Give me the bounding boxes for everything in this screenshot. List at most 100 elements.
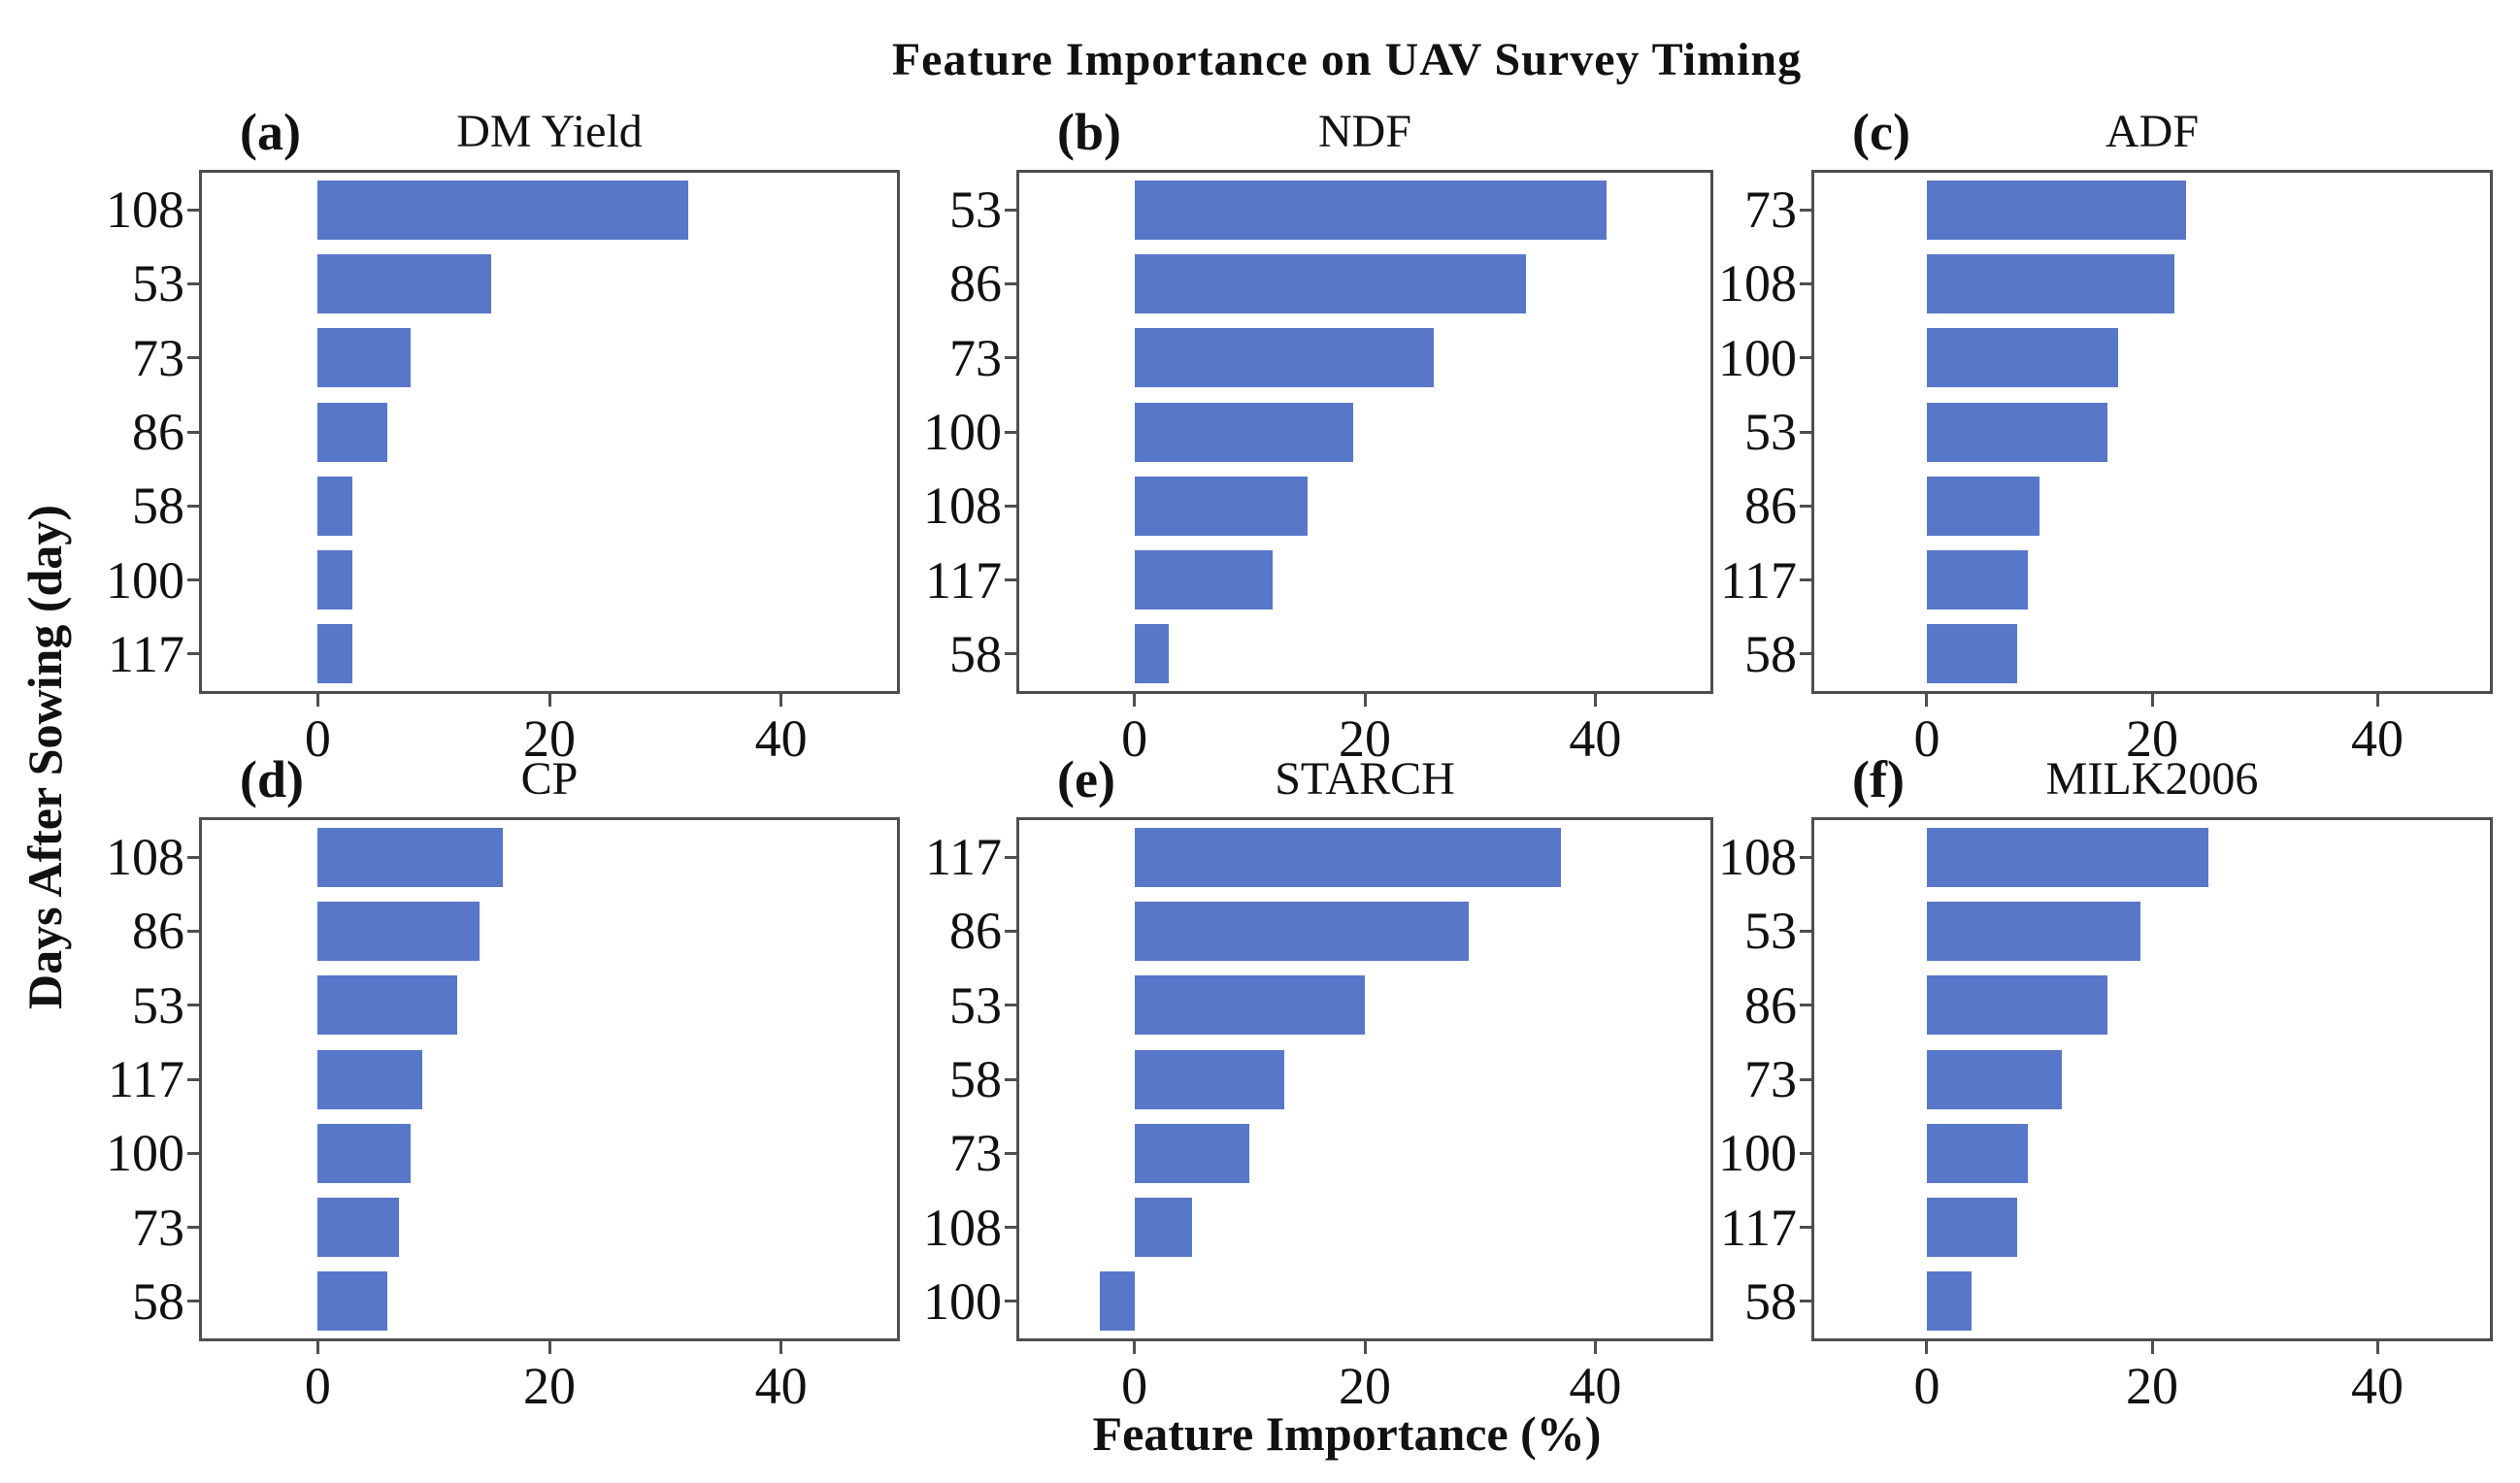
ytick-label: 108 <box>106 181 184 240</box>
ytick-label: 58 <box>949 1050 1002 1108</box>
ytick-mark <box>1005 504 1016 508</box>
subplot-e: STARCH (e) 117 86 53 58 73 108 100 0 20 40 <box>923 750 1713 1412</box>
bar-dm-yield-73 <box>317 328 411 388</box>
subplot-header: STARCH (e) <box>1016 750 1713 813</box>
bar-starch-86 <box>1134 901 1469 961</box>
ytick-label: 117 <box>925 550 1002 610</box>
ytick-mark <box>187 929 199 933</box>
ytick-mark <box>1005 1004 1016 1007</box>
xtick-mark <box>315 1341 319 1354</box>
xtick-label: 20 <box>2126 709 2178 768</box>
ytick-label: 100 <box>923 1271 1002 1331</box>
bar-milk2006-86 <box>1927 975 2107 1036</box>
ytick-mark <box>1800 578 1811 582</box>
ytick-label: 53 <box>1744 902 1797 961</box>
bar-adf-58 <box>1927 624 2017 684</box>
xtick-label: 20 <box>523 1357 576 1415</box>
bar-cp-100 <box>317 1123 411 1183</box>
xtick-label: 0 <box>1121 1357 1148 1415</box>
plot-area: 53 86 73 100 108 117 58 0 20 40 <box>923 170 1713 765</box>
xtick-mark <box>547 694 551 707</box>
bar-dm-yield-108 <box>317 180 689 240</box>
ytick-mark <box>187 578 199 582</box>
ytick-label: 117 <box>1720 550 1797 610</box>
bar-milk2006-117 <box>1927 1198 2017 1258</box>
bar-milk2006-58 <box>1927 1271 1973 1332</box>
subplot-header: DM Yield (a) <box>199 103 900 166</box>
ytick-mark <box>1005 1151 1016 1155</box>
subplot-d: CP (d) 108 86 53 117 100 73 58 0 20 40 <box>106 750 900 1412</box>
xtick-label: 0 <box>304 1357 331 1415</box>
ytick-label: 117 <box>1720 1198 1797 1257</box>
xtick-mark <box>2375 1341 2379 1354</box>
bar-cp-58 <box>317 1271 387 1332</box>
xtick-label: 0 <box>1913 1357 1940 1415</box>
bar-ndf-117 <box>1134 550 1274 610</box>
ytick-mark <box>187 504 199 508</box>
ytick-label: 53 <box>949 975 1002 1035</box>
xtick-mark <box>1133 1341 1137 1354</box>
ytick-mark <box>1800 1300 1811 1303</box>
ytick-mark <box>187 1300 199 1303</box>
ytick-mark <box>1800 504 1811 508</box>
ytick-label: 53 <box>1744 403 1797 461</box>
ytick-mark <box>1800 208 1811 212</box>
ytick-label: 117 <box>925 828 1002 887</box>
subplot-title: STARCH <box>1275 753 1455 805</box>
bar-cp-53 <box>317 975 457 1036</box>
xtick-mark <box>1925 1341 1929 1354</box>
subplot-title: ADF <box>2105 106 2200 157</box>
xtick-label: 20 <box>1339 709 1391 768</box>
ytick-mark <box>187 855 199 859</box>
xtick-label: 40 <box>754 709 808 768</box>
panel-label: (d) <box>240 750 304 808</box>
ytick-mark <box>187 1077 199 1081</box>
xtick-label: 0 <box>1121 709 1148 768</box>
ytick-label: 58 <box>1744 1271 1797 1331</box>
xtick-mark <box>2375 694 2379 707</box>
bar-adf-53 <box>1927 402 2107 462</box>
ytick-mark <box>1800 356 1811 360</box>
y-axis-label: Days After Sowing (day) <box>17 505 72 1009</box>
xtick-label: 0 <box>1913 709 1940 768</box>
panel-label: (a) <box>240 103 301 161</box>
xtick-label: 40 <box>754 1357 808 1415</box>
bar-starch-58 <box>1134 1049 1284 1109</box>
bar-adf-117 <box>1927 550 2029 610</box>
subplot-header: MILK2006 (f) <box>1811 750 2493 813</box>
ytick-mark <box>1800 1226 1811 1230</box>
bar-cp-117 <box>317 1049 422 1109</box>
ytick-mark <box>187 430 199 434</box>
plot-area: 117 86 53 58 73 108 100 0 20 40 <box>923 817 1713 1412</box>
bar-adf-86 <box>1927 476 2039 536</box>
bar-ndf-73 <box>1134 328 1435 388</box>
ytick-label: 86 <box>949 902 1002 961</box>
ytick-label: 100 <box>1718 1124 1797 1183</box>
panel-label: (f) <box>1852 750 1905 808</box>
ytick-label: 100 <box>923 403 1002 461</box>
ytick-mark <box>187 356 199 360</box>
bar-cp-108 <box>317 827 504 887</box>
ytick-label: 86 <box>132 902 184 961</box>
x-axis-label: Feature Importance (%) <box>1092 1406 1602 1461</box>
subplot-c: ADF (c) 73 108 100 53 86 117 58 0 20 40 <box>1718 103 2493 765</box>
ytick-label: 58 <box>949 624 1002 683</box>
ytick-mark <box>1005 1226 1016 1230</box>
bar-dm-yield-100 <box>317 550 353 610</box>
ytick-label: 108 <box>923 1198 1002 1257</box>
ytick-mark <box>187 281 199 285</box>
ytick-mark <box>1005 929 1016 933</box>
ytick-mark <box>1005 652 1016 656</box>
bar-dm-yield-86 <box>317 402 387 462</box>
subplot-title: DM Yield <box>456 106 643 157</box>
ytick-label: 108 <box>923 477 1002 536</box>
ytick-mark <box>187 1151 199 1155</box>
ytick-label: 108 <box>1718 828 1797 887</box>
xtick-label: 40 <box>2351 1357 2404 1415</box>
ytick-mark <box>1005 281 1016 285</box>
ytick-label: 86 <box>949 254 1002 313</box>
ytick-mark <box>1800 1004 1811 1007</box>
ytick-label: 86 <box>1744 477 1797 536</box>
ytick-mark <box>1800 1151 1811 1155</box>
